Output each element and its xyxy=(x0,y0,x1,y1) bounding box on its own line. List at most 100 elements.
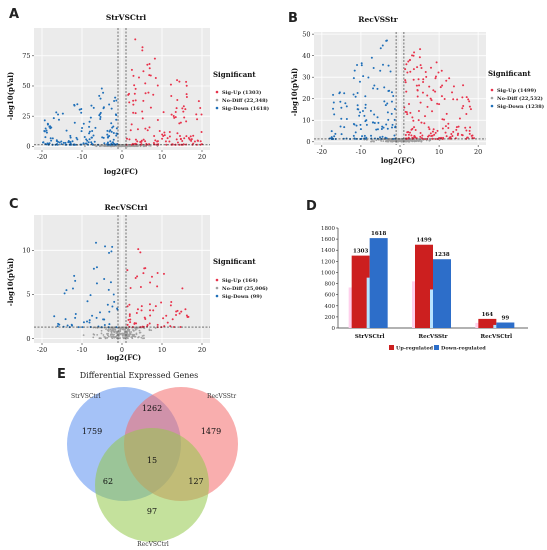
point-nodiff xyxy=(106,334,109,337)
point-nodiff xyxy=(124,335,127,338)
volcano-c-xlabel: log2(FC) xyxy=(107,353,141,362)
point-sig-up xyxy=(451,91,454,94)
point-sig-up xyxy=(438,103,441,106)
venn-count-only-b: 1479 xyxy=(201,427,221,436)
point-sig-down xyxy=(373,121,376,124)
point-sig-up xyxy=(436,129,439,132)
point-nodiff xyxy=(130,331,133,333)
point-sig-down xyxy=(102,136,105,139)
point-sig-up xyxy=(200,130,203,133)
point-sig-up xyxy=(413,51,416,54)
bar-d-y-tick-label: 800 xyxy=(325,282,336,288)
point-sig-down xyxy=(343,126,346,129)
point-sig-up xyxy=(182,143,185,146)
point-sig-down xyxy=(392,137,395,140)
bar-d-y-tick-label: 1200 xyxy=(321,259,335,265)
point-sig-down xyxy=(391,123,394,126)
point-sig-down xyxy=(111,126,114,129)
point-sig-down xyxy=(47,142,50,145)
point-sig-down xyxy=(383,100,386,103)
point-sig-up xyxy=(193,140,196,143)
point-sig-up xyxy=(426,94,429,97)
point-sig-down xyxy=(373,84,376,87)
point-nodiff xyxy=(102,334,105,336)
y-tick-label: 10 xyxy=(302,116,310,124)
point-sig-up xyxy=(412,119,415,122)
point-sig-down xyxy=(65,129,68,132)
point-sig-down xyxy=(106,303,109,306)
point-sig-up xyxy=(418,56,421,59)
point-sig-up xyxy=(178,312,181,315)
point-nodiff xyxy=(118,333,120,336)
x-tick-label: 10 xyxy=(158,153,166,161)
volcano-plot-b: RecVSStr -20 -10 0 10 20 0 10 20 30 40 50 log2(FC)… xyxy=(290,15,544,165)
point-sig-down xyxy=(381,125,384,128)
point-sig-up xyxy=(126,269,129,272)
point-nodiff xyxy=(114,330,116,332)
point-sig-down xyxy=(102,107,105,110)
point-sig-up xyxy=(149,314,152,317)
point-sig-up xyxy=(185,135,188,138)
point-sig-down xyxy=(43,119,46,122)
volcano-b-legend-nodiff: No-Diff (22,532) xyxy=(497,95,543,102)
point-nodiff xyxy=(425,139,428,142)
point-nodiff xyxy=(82,334,85,337)
point-sig-down xyxy=(353,69,356,72)
bar-d-up-bar xyxy=(478,318,497,328)
point-sig-up xyxy=(185,95,188,98)
point-sig-down xyxy=(76,103,79,106)
volcano-b-legend-title: Significant xyxy=(488,69,531,78)
point-sig-up xyxy=(447,122,450,125)
point-sig-up xyxy=(411,54,414,57)
venn-circle-recvsctrl xyxy=(95,428,209,542)
x-tick-label: -20 xyxy=(317,148,327,156)
point-sig-down xyxy=(94,126,97,129)
point-sig-down xyxy=(340,106,343,109)
point-sig-down xyxy=(385,123,388,126)
point-nodiff xyxy=(392,140,395,142)
point-sig-down xyxy=(115,134,118,137)
point-nodiff xyxy=(119,337,122,339)
point-sig-up xyxy=(448,77,451,80)
point-sig-down xyxy=(112,142,115,145)
point-nodiff xyxy=(138,329,141,332)
point-sig-down xyxy=(393,134,396,137)
point-sig-down xyxy=(92,134,95,137)
volcano-c-legend: Significant Sig-Up (164) No-Diff (25,006… xyxy=(213,257,268,300)
point-sig-up xyxy=(424,115,427,118)
point-nodiff xyxy=(112,333,115,336)
point-sig-up xyxy=(155,143,158,146)
point-sig-up xyxy=(144,82,147,85)
point-sig-down xyxy=(104,245,107,248)
point-sig-up xyxy=(141,117,144,120)
point-sig-down xyxy=(55,111,58,114)
point-sig-up xyxy=(128,138,131,141)
point-sig-down xyxy=(73,121,76,124)
y-tick-label: 50 xyxy=(302,30,310,38)
point-nodiff xyxy=(132,333,135,336)
point-sig-down xyxy=(98,113,101,116)
point-nodiff xyxy=(375,139,378,142)
point-sig-up xyxy=(434,90,437,93)
point-sig-up xyxy=(430,99,433,102)
point-sig-down xyxy=(370,134,373,137)
point-sig-up xyxy=(144,127,147,130)
point-nodiff xyxy=(382,140,385,143)
point-sig-down xyxy=(95,241,98,244)
point-sig-up xyxy=(176,132,179,135)
point-sig-up xyxy=(199,140,202,143)
point-sig-down xyxy=(333,113,336,116)
point-sig-up xyxy=(129,129,132,132)
x-tick-label: 0 xyxy=(120,153,124,161)
point-sig-up xyxy=(133,92,136,95)
bar-d-category-labels: StrVSCtrl RecVSStr RecVSCtrl xyxy=(355,334,512,340)
volcano-a-legend-up: Sig-Up (1303) xyxy=(222,89,261,96)
point-nodiff xyxy=(104,337,107,340)
point-nodiff xyxy=(380,140,383,142)
point-sig-down xyxy=(115,118,118,121)
point-sig-down xyxy=(385,137,388,140)
point-sig-down xyxy=(393,107,396,110)
point-nodiff xyxy=(96,333,99,336)
point-sig-down xyxy=(340,133,343,136)
bar-d-category-label: RecVSStr xyxy=(419,334,448,340)
